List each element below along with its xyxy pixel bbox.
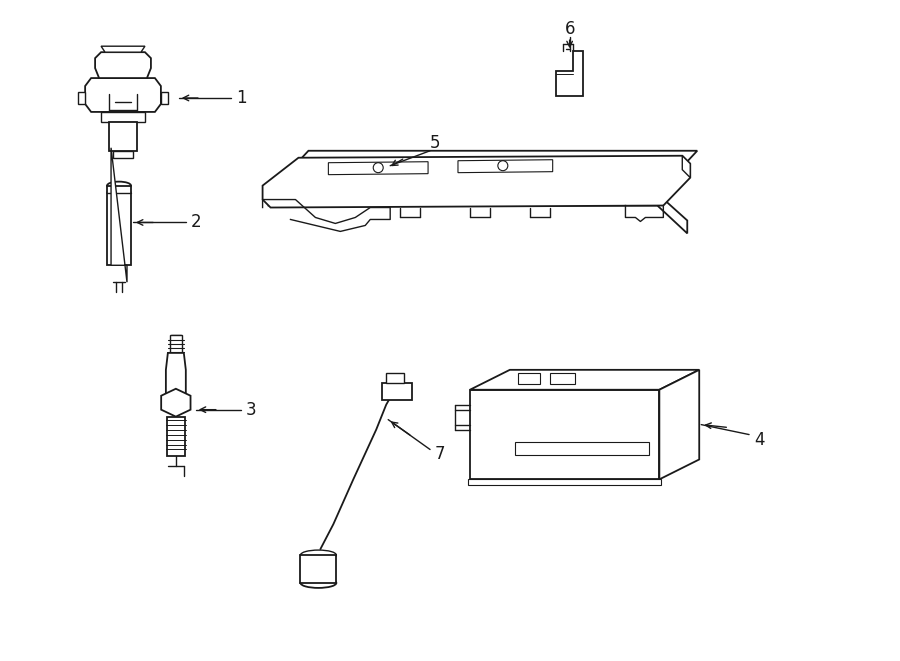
Polygon shape <box>268 194 688 233</box>
Polygon shape <box>101 112 145 122</box>
Text: 2: 2 <box>191 214 202 231</box>
Polygon shape <box>166 416 184 457</box>
Polygon shape <box>113 151 133 158</box>
Ellipse shape <box>301 578 337 588</box>
Polygon shape <box>382 383 412 400</box>
Text: 6: 6 <box>564 20 575 38</box>
Polygon shape <box>78 92 86 104</box>
Polygon shape <box>111 148 127 282</box>
Text: 5: 5 <box>430 134 441 152</box>
Polygon shape <box>682 156 690 178</box>
Polygon shape <box>550 373 574 384</box>
Polygon shape <box>263 156 690 208</box>
Polygon shape <box>268 151 698 194</box>
Polygon shape <box>161 92 168 104</box>
Text: 7: 7 <box>435 446 446 463</box>
Polygon shape <box>107 186 131 265</box>
Polygon shape <box>170 335 182 353</box>
Polygon shape <box>95 52 151 78</box>
Polygon shape <box>166 353 185 403</box>
Text: 1: 1 <box>236 89 247 107</box>
Text: 3: 3 <box>246 401 256 418</box>
Polygon shape <box>518 373 540 384</box>
Text: 4: 4 <box>754 430 765 449</box>
Polygon shape <box>555 51 582 96</box>
Polygon shape <box>470 390 660 479</box>
Polygon shape <box>386 373 404 383</box>
Ellipse shape <box>301 550 337 560</box>
Polygon shape <box>161 389 191 416</box>
Polygon shape <box>109 122 137 151</box>
Polygon shape <box>468 479 662 485</box>
Polygon shape <box>101 46 145 52</box>
Polygon shape <box>86 78 161 112</box>
Polygon shape <box>470 370 699 390</box>
Ellipse shape <box>107 182 131 190</box>
Polygon shape <box>301 555 337 583</box>
Polygon shape <box>660 370 699 479</box>
